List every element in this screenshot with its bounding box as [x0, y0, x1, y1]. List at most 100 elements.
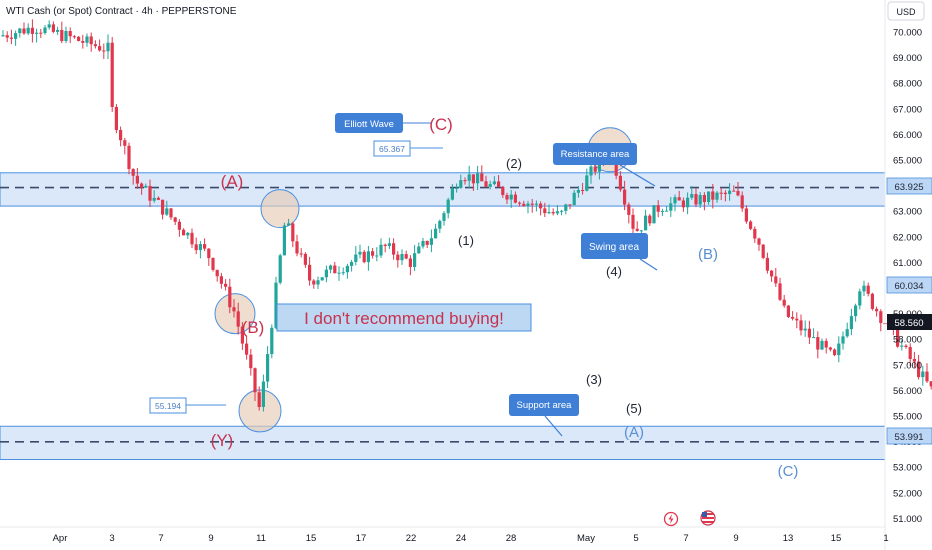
- candle-body: [912, 358, 916, 362]
- candle-body: [677, 197, 681, 201]
- candle-body: [875, 308, 879, 312]
- candle-body: [98, 46, 102, 51]
- candle-body: [463, 180, 467, 182]
- candle-body: [446, 199, 450, 214]
- candle-body: [207, 248, 211, 259]
- wave-label-1: (1): [458, 233, 474, 248]
- candle-body: [770, 270, 774, 277]
- candle-body: [690, 194, 694, 198]
- candle-body: [140, 183, 144, 188]
- candle-body: [744, 208, 748, 222]
- swing-area-callout: Swing area: [581, 233, 658, 271]
- candle-body: [581, 189, 585, 191]
- candle-body: [392, 243, 396, 255]
- candle-body: [795, 318, 799, 321]
- candle-body: [228, 286, 232, 308]
- wave-label-b: (B): [242, 318, 265, 337]
- wave-label-5: (5): [626, 401, 642, 416]
- svg-text:63.925: 63.925: [894, 182, 923, 193]
- candle-body: [417, 246, 421, 254]
- candle-body: [408, 258, 412, 267]
- pivot-circle-0: [214, 293, 256, 335]
- candle-body: [673, 197, 677, 204]
- candle-body: [396, 254, 400, 261]
- price-tick-5: 65.000: [893, 156, 922, 167]
- candle-body: [841, 336, 845, 344]
- candle-body: [89, 36, 93, 45]
- candle-body: [639, 230, 643, 232]
- candle-body: [870, 293, 874, 309]
- candle-body: [803, 328, 807, 331]
- candle-body: [173, 217, 177, 222]
- price-label-lower: 53.991: [886, 427, 932, 445]
- wave-label-4: (4): [606, 264, 622, 279]
- candle-body: [245, 343, 249, 355]
- svg-text:Swing area: Swing area: [589, 242, 639, 253]
- chart-title: WTI Cash (or Spot) Contract · 4h · PEPPE…: [6, 6, 237, 17]
- svg-text:60.034: 60.034: [894, 281, 923, 292]
- candle-body: [182, 229, 186, 236]
- candle-body: [660, 211, 664, 213]
- candle-body: [429, 238, 433, 245]
- candle-body: [471, 174, 475, 184]
- candle-body: [404, 254, 408, 259]
- candle-body: [648, 215, 652, 224]
- lightning-icon[interactable]: [663, 511, 679, 527]
- candle-body: [480, 173, 484, 182]
- wave-label-proj-a: (A): [624, 424, 644, 441]
- candle-body: [782, 299, 786, 306]
- candle-body: [9, 37, 13, 39]
- candle-body: [723, 192, 727, 195]
- candle-body: [665, 210, 669, 212]
- candle-body: [308, 264, 312, 281]
- time-tick-4: 11: [256, 533, 266, 544]
- candle-body: [316, 280, 320, 285]
- candle-body: [925, 371, 929, 382]
- candle-body: [450, 188, 454, 200]
- candle-body: [47, 24, 51, 28]
- candle-body: [719, 192, 723, 194]
- candle-body: [194, 244, 198, 251]
- candle-body: [526, 203, 530, 207]
- candle-body: [186, 232, 190, 236]
- candle-body: [669, 203, 673, 211]
- candle-body: [707, 191, 711, 203]
- candle-body: [509, 194, 513, 200]
- candle-body: [488, 184, 492, 187]
- candle-body: [476, 173, 480, 184]
- candle-body: [484, 181, 488, 187]
- currency-chip[interactable]: [887, 1, 925, 21]
- candle-body: [438, 220, 442, 229]
- price-tick-12: 58.000: [893, 335, 922, 346]
- candle-body: [93, 44, 97, 47]
- candle-body: [282, 225, 286, 256]
- time-axis[interactable]: Apr 3 7 9 11 15 17 22 24 28 May 5 7 9 13 15 1: [0, 526, 889, 544]
- candle-body: [379, 244, 383, 256]
- candle-body: [177, 221, 181, 230]
- candle-body: [820, 340, 824, 350]
- svg-text:Support area: Support area: [517, 400, 573, 411]
- candle-body: [728, 190, 732, 195]
- candle-body: [287, 223, 291, 226]
- zone-1: [0, 425, 886, 461]
- pivot-circle-1: [260, 189, 300, 229]
- wave-label-proj-c: (C): [778, 463, 799, 480]
- candle-body: [324, 269, 328, 278]
- candle-body: [249, 354, 253, 369]
- time-tick-5: 15: [306, 533, 317, 544]
- candle-body: [812, 337, 816, 339]
- candle-body: [165, 208, 169, 215]
- time-tick-12: 7: [683, 533, 688, 544]
- price-label-swing: 60.034: [886, 276, 932, 294]
- candle-body: [14, 33, 18, 39]
- candle-body: [879, 311, 883, 323]
- candle-body: [791, 316, 795, 319]
- us-flag-icon[interactable]: [700, 510, 716, 526]
- price-tick-9: 61.000: [893, 258, 922, 269]
- candle-body: [64, 30, 68, 42]
- candle-body: [862, 285, 866, 292]
- price-label-upper: 63.925: [886, 177, 932, 195]
- candle-body: [833, 349, 837, 356]
- candle-body: [686, 197, 690, 208]
